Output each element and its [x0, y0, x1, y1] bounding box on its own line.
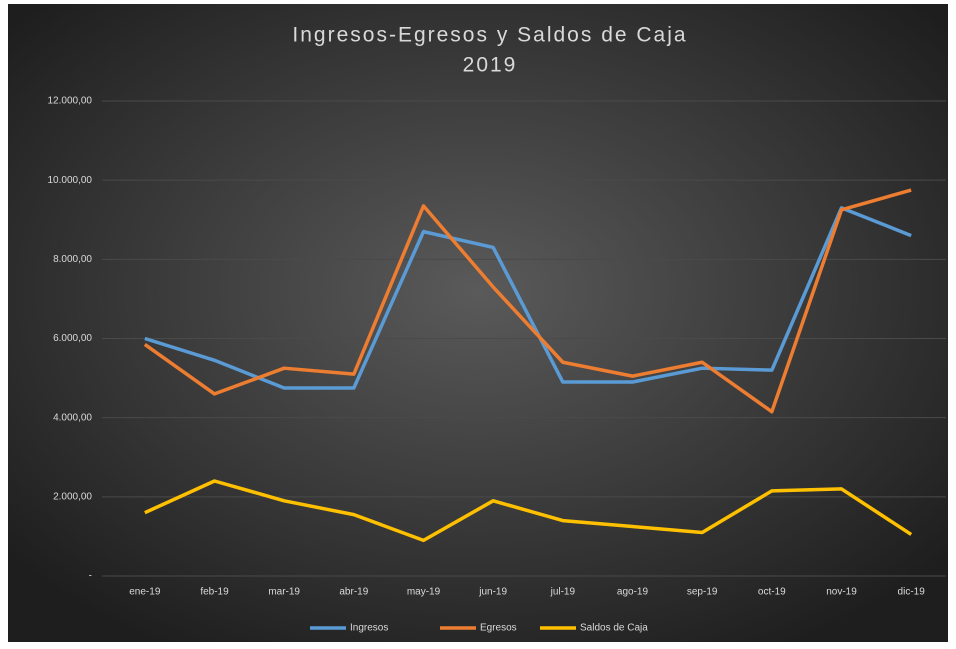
chart-background [8, 4, 948, 642]
chart-subtitle: 2019 [463, 54, 518, 77]
y-tick-label: 12.000,00 [48, 96, 93, 107]
x-tick-label: ago-19 [617, 587, 649, 598]
x-tick-label: ene-19 [129, 587, 161, 598]
legend-label: Saldos de Caja [580, 623, 648, 634]
chart-title: Ingresos-Egresos y Saldos de Caja [292, 24, 687, 47]
line-series [144, 206, 912, 390]
y-tick-label: - [89, 571, 92, 582]
line-series [144, 479, 913, 543]
x-tick-label: mar-19 [268, 587, 300, 598]
x-tick-label: feb-19 [200, 587, 229, 598]
line-series [143, 188, 912, 414]
y-tick-label: 2.000,00 [53, 491, 92, 502]
legend-label: Ingresos [350, 623, 388, 634]
legend-label: Egresos [480, 623, 517, 634]
x-tick-label: sep-19 [687, 587, 718, 598]
x-tick-label: nov-19 [826, 587, 857, 598]
x-tick-label: oct-19 [758, 587, 786, 598]
x-tick-label: abr-19 [339, 587, 368, 598]
y-tick-label: 8.000,00 [53, 254, 92, 265]
y-tick-label: 10.000,00 [48, 175, 93, 186]
x-tick-label: jun-19 [478, 587, 507, 598]
x-tick-label: dic-19 [898, 587, 926, 598]
y-tick-label: 4.000,00 [53, 412, 92, 423]
x-tick-label: may-19 [407, 587, 441, 598]
y-tick-label: 6.000,00 [53, 333, 92, 344]
x-tick-label: jul-19 [550, 587, 576, 598]
